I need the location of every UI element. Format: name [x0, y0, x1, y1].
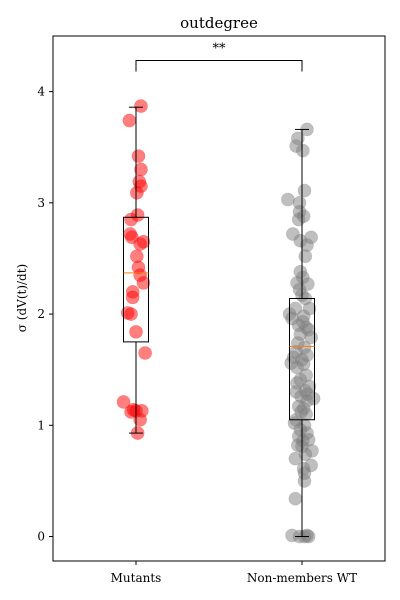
y-axis-label: σ (dV(t)/dt)	[15, 264, 29, 332]
data-point	[133, 412, 147, 427]
box-iqr	[123, 216, 149, 343]
chart-title: outdegree	[180, 14, 258, 32]
significance-bracket	[135, 59, 303, 72]
data-point	[124, 212, 138, 227]
y-tick-label: 2	[37, 307, 45, 321]
data-point	[138, 346, 152, 360]
data-point	[125, 290, 140, 305]
data-point	[290, 360, 304, 375]
data-point	[122, 113, 137, 128]
box-iqr	[289, 298, 315, 421]
data-point	[298, 249, 313, 264]
x-tick-label: Non-members WT	[247, 571, 357, 585]
significance-layer: **	[135, 41, 303, 72]
data-point	[124, 307, 138, 321]
data-point	[291, 212, 306, 227]
data-point	[129, 325, 143, 339]
axis-layer: 0 1 2 3 4 Mutants Non-members WT	[37, 35, 386, 585]
y-tick-label: 4	[37, 85, 45, 99]
box-layer	[123, 106, 315, 538]
data-point	[116, 395, 131, 409]
y-tick-label: 0	[37, 530, 45, 544]
data-point	[131, 149, 146, 163]
y-tick-label: 1	[37, 418, 45, 432]
data-point	[297, 183, 312, 198]
data-point	[296, 143, 310, 158]
x-tick-label: Mutants	[111, 571, 162, 585]
data-point	[136, 276, 151, 290]
plot-frame	[52, 35, 386, 562]
data-point	[297, 474, 312, 488]
significance-label: **	[213, 41, 227, 56]
data-point	[281, 192, 295, 207]
data-point	[288, 491, 303, 506]
data-point	[134, 99, 148, 113]
data-point	[130, 186, 144, 200]
y-tick-label: 3	[37, 196, 45, 210]
data-point	[133, 237, 147, 251]
